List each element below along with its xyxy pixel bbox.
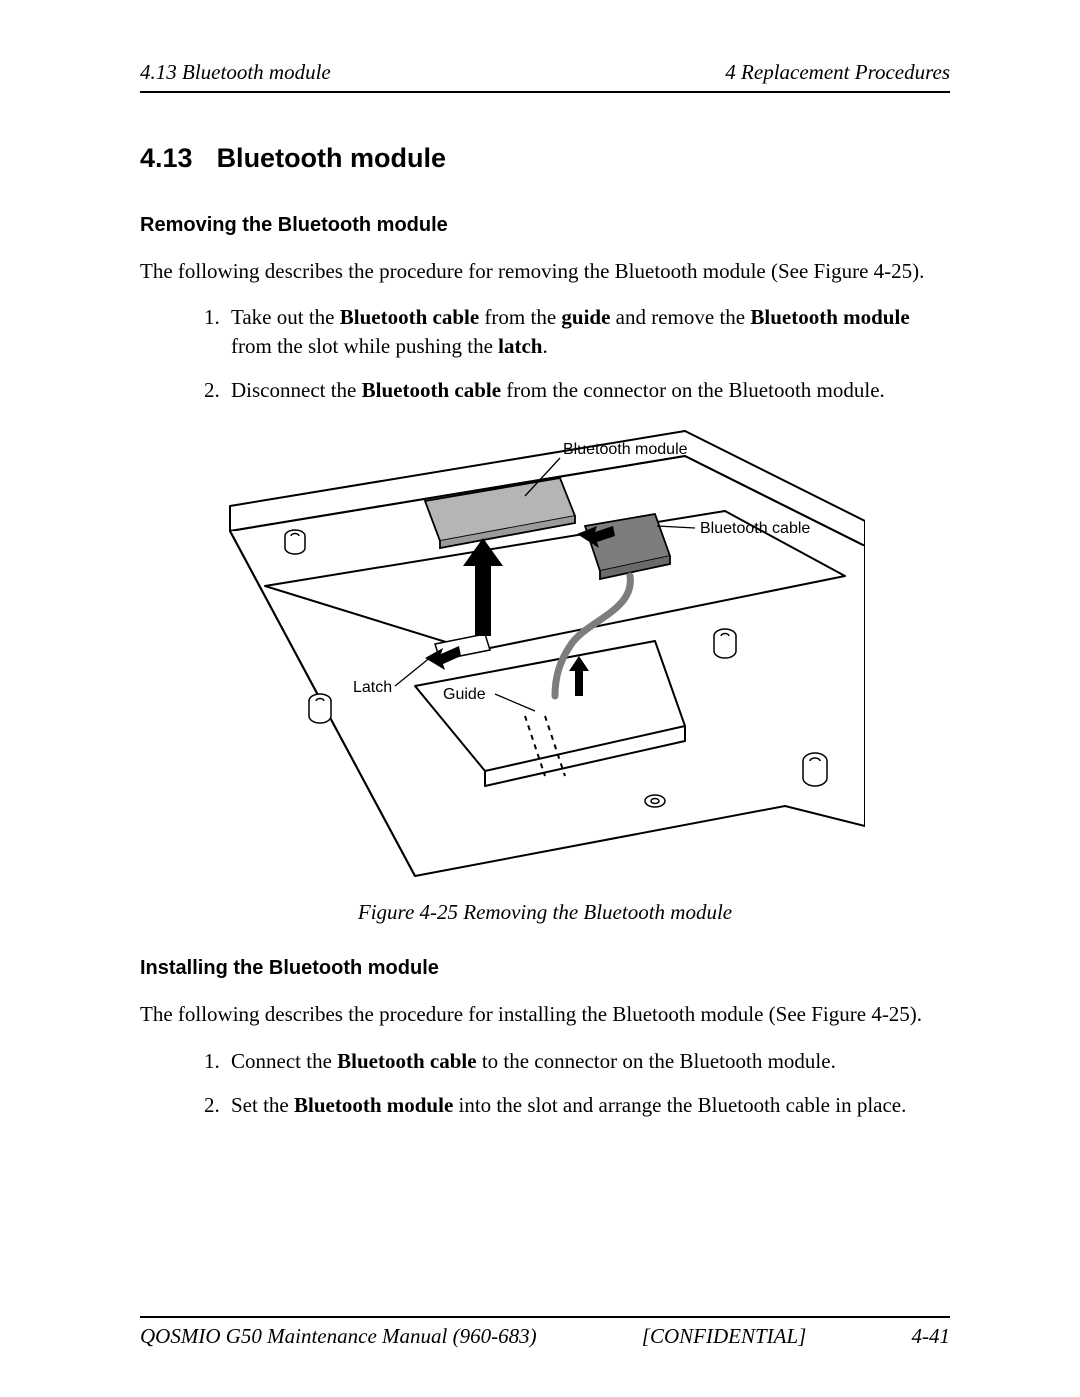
removing-steps: Take out the Bluetooth cable from the gu…: [140, 303, 950, 404]
label-cable: Bluetooth cable: [700, 520, 810, 537]
section-title: 4.13 Bluetooth module: [140, 143, 950, 174]
text: .: [542, 334, 547, 358]
installing-intro: The following describes the procedure fo…: [140, 1000, 950, 1028]
removing-intro: The following describes the procedure fo…: [140, 257, 950, 285]
section-name: Bluetooth module: [217, 143, 446, 173]
footer-right: 4-41: [912, 1324, 951, 1349]
bold: Bluetooth module: [750, 305, 909, 329]
running-footer: QOSMIO G50 Maintenance Manual (960-683) …: [140, 1316, 950, 1349]
bold: Bluetooth cable: [340, 305, 479, 329]
figure-svg: Bluetooth module Bluetooth cable Latch G…: [225, 426, 865, 886]
text: and remove the: [610, 305, 750, 329]
header-left: 4.13 Bluetooth module: [140, 60, 331, 85]
text: into the slot and arrange the Bluetooth …: [453, 1093, 906, 1117]
text: to the connector on the Bluetooth module…: [477, 1049, 836, 1073]
removing-heading: Removing the Bluetooth module: [140, 214, 950, 237]
text: Connect the: [231, 1049, 337, 1073]
bold: latch: [498, 334, 542, 358]
bold: Bluetooth cable: [362, 378, 501, 402]
figure: Bluetooth module Bluetooth cable Latch G…: [225, 426, 865, 886]
bold: guide: [561, 305, 610, 329]
text: Take out the: [231, 305, 340, 329]
installing-step-1: Connect the Bluetooth cable to the conne…: [225, 1047, 950, 1075]
text: Disconnect the: [231, 378, 362, 402]
installing-heading: Installing the Bluetooth module: [140, 957, 950, 980]
footer-center: [CONFIDENTIAL]: [642, 1324, 807, 1349]
bold: Bluetooth cable: [337, 1049, 476, 1073]
label-guide: Guide: [443, 686, 486, 703]
text: from the connector on the Bluetooth modu…: [501, 378, 885, 402]
footer-left: QOSMIO G50 Maintenance Manual (960-683): [140, 1324, 537, 1349]
running-header: 4.13 Bluetooth module 4 Replacement Proc…: [140, 60, 950, 93]
header-right: 4 Replacement Procedures: [725, 60, 950, 85]
text: Set the: [231, 1093, 294, 1117]
removing-step-2: Disconnect the Bluetooth cable from the …: [225, 376, 950, 404]
bold: Bluetooth module: [294, 1093, 453, 1117]
text: from the slot while pushing the: [231, 334, 498, 358]
installing-steps: Connect the Bluetooth cable to the conne…: [140, 1047, 950, 1120]
section-number: 4.13: [140, 143, 193, 173]
label-module: Bluetooth module: [563, 441, 688, 458]
label-latch: Latch: [353, 679, 392, 696]
text: from the: [479, 305, 561, 329]
figure-caption: Figure 4-25 Removing the Bluetooth modul…: [140, 900, 950, 925]
installing-step-2: Set the Bluetooth module into the slot a…: [225, 1091, 950, 1119]
removing-step-1: Take out the Bluetooth cable from the gu…: [225, 303, 950, 360]
document-page: 4.13 Bluetooth module 4 Replacement Proc…: [0, 0, 1080, 1397]
